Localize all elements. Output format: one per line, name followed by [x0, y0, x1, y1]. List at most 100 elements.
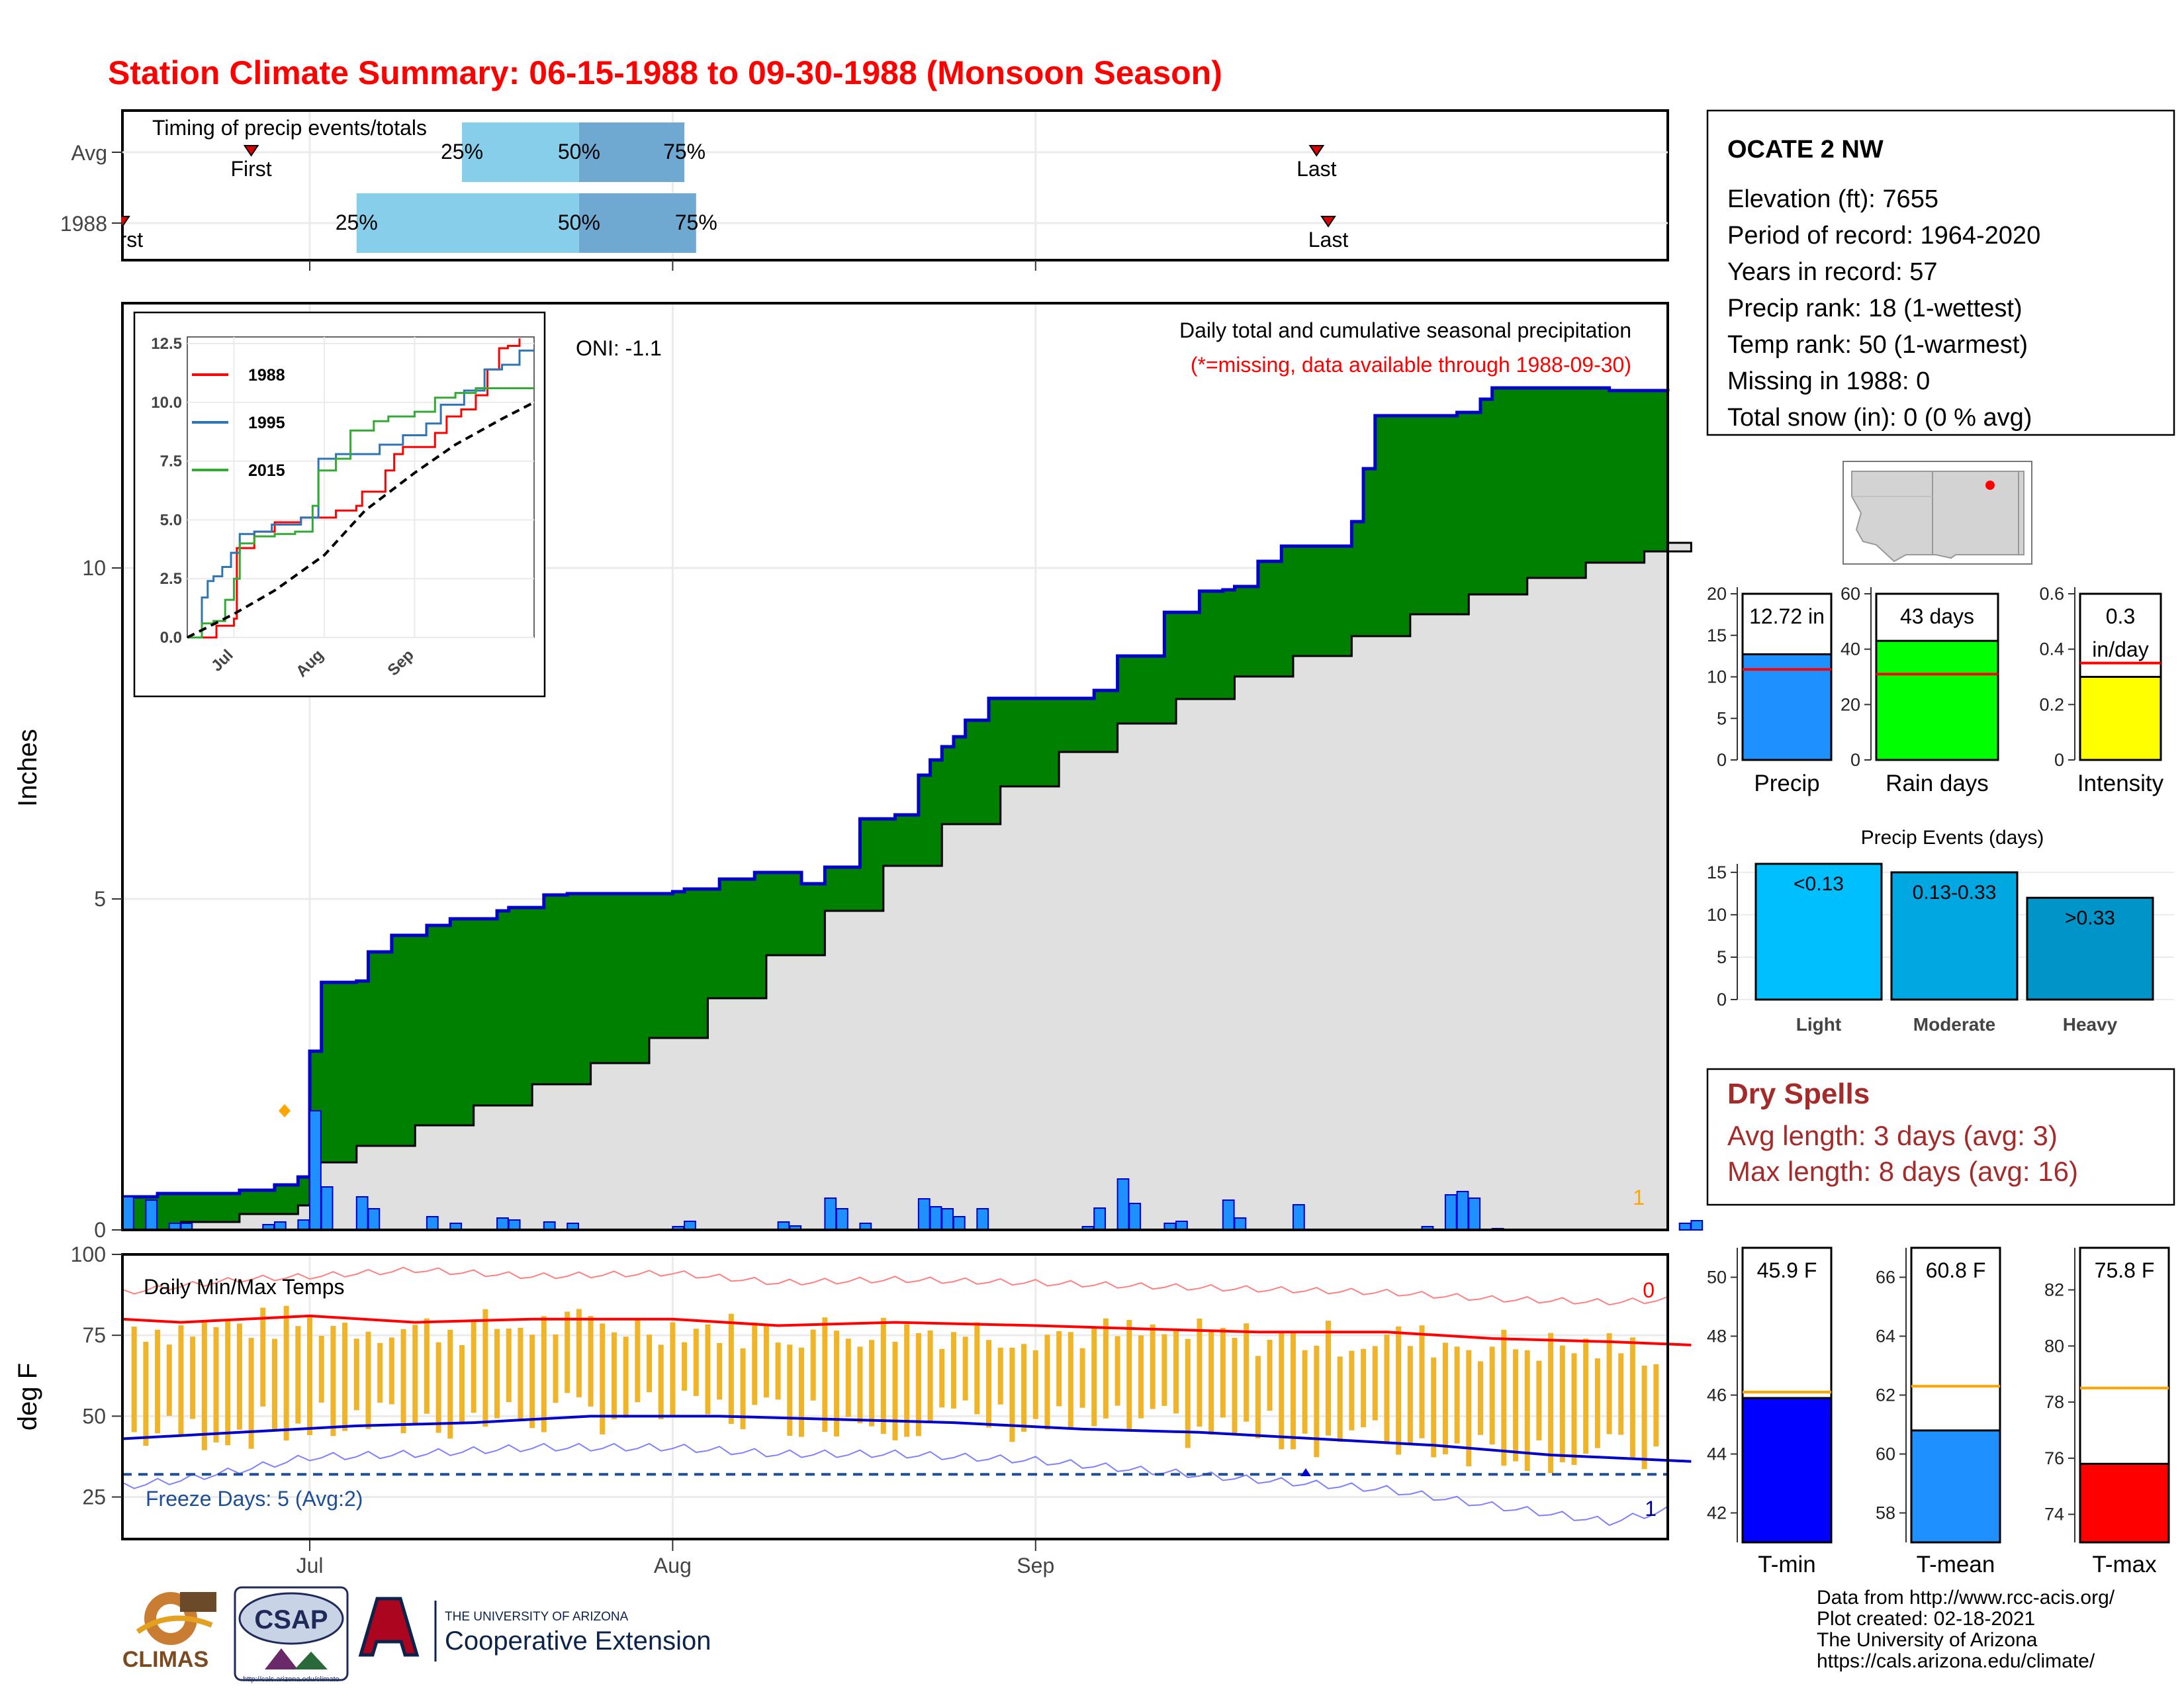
daily-precip-bar	[1292, 1204, 1305, 1231]
summary-chart-rain-days: 0 20 40 60 43 days Rain days	[1841, 584, 1999, 796]
daily-temp-bar	[834, 1331, 840, 1436]
inset-average-line	[187, 401, 535, 639]
daily-temp-bar	[225, 1319, 231, 1446]
daily-precip-bar	[1128, 1203, 1142, 1231]
footer-line-university: The University of Arizona	[1817, 1629, 2038, 1651]
daily-temp-bar	[1641, 1366, 1647, 1470]
daily-temp-bar	[658, 1344, 664, 1420]
daily-temp-bar	[424, 1318, 430, 1414]
timing-bar-50-75	[578, 193, 696, 253]
daily-temp-bar	[1302, 1350, 1308, 1434]
inset-series-1995	[187, 350, 534, 639]
daily-temp-bar	[670, 1322, 676, 1416]
climas-logo: CLIMAS	[122, 1592, 216, 1672]
station-line-snow: Total snow (in): 0 (0 % avg)	[1727, 404, 2032, 432]
summary-value-label: 12.72 in	[1749, 604, 1825, 628]
events-title: Precip Events (days)	[1861, 827, 2044, 849]
station-name: OCATE 2 NW	[1727, 136, 1884, 164]
daily-temp-bar	[459, 1344, 465, 1424]
daily-precip-bar	[426, 1216, 439, 1231]
daily-temp-bar	[1115, 1336, 1120, 1406]
summary-y-tick-label: 10	[1707, 667, 1727, 687]
ua-logo-bottom: Cooperative Extension	[445, 1626, 711, 1656]
daily-temp-bar	[236, 1323, 242, 1430]
daily-precip-bar	[929, 1206, 942, 1231]
first-marker-icon	[243, 145, 259, 157]
last-marker-icon	[1320, 216, 1336, 228]
daily-temp-bar	[143, 1342, 149, 1446]
daily-temp-bar	[950, 1332, 956, 1409]
daily-temp-bar	[1536, 1360, 1542, 1440]
daily-precip-bar	[1116, 1178, 1130, 1231]
daily-temp-bar	[1337, 1356, 1343, 1442]
events-y-tick-label: 0	[1717, 990, 1727, 1009]
daily-temp-bar	[717, 1342, 723, 1400]
temp-y-tick-label: 75	[82, 1323, 106, 1347]
temp-summary-y-tick-label: 80	[2044, 1336, 2064, 1356]
daily-precip-bar	[836, 1208, 848, 1231]
summary-category-label: Rain days	[1886, 771, 1989, 796]
summary-y-tick-label: 5	[1717, 708, 1727, 728]
daily-precip-bar	[309, 1110, 322, 1231]
summary-y-tick-label: 15	[1707, 626, 1727, 645]
daily-temp-bar	[1279, 1332, 1285, 1450]
temp-summary-y-tick-label: 60	[1876, 1444, 1895, 1464]
first-label: First	[230, 157, 271, 181]
daily-temp-bar	[178, 1325, 184, 1436]
precip-y-tick-label: 5	[94, 887, 106, 911]
summary-category-label: Precip	[1754, 771, 1819, 796]
summary-y-tick-label: 20	[1841, 694, 1860, 714]
events-bar-light	[1754, 863, 1883, 1001]
daily-temp-bar	[166, 1344, 172, 1416]
daily-temp-bar	[904, 1324, 910, 1437]
temp-summary-y-tick-label: 76	[2044, 1448, 2064, 1468]
daily-temp-bar	[1454, 1346, 1460, 1444]
missing-marker-icon	[279, 1104, 291, 1117]
daily-temp-bar	[1419, 1325, 1425, 1438]
temp-summary-y-tick-label: 48	[1707, 1327, 1727, 1346]
summary-y-tick-label: 0	[1717, 750, 1727, 770]
daily-temp-bar	[623, 1336, 629, 1418]
dry-spells-max: Max length: 8 days (avg: 16)	[1727, 1156, 2078, 1187]
daily-temp-bar	[1407, 1346, 1413, 1445]
daily-temp-bar	[1150, 1324, 1156, 1409]
daily-temp-bar	[1068, 1332, 1073, 1429]
daily-precip-bar	[1690, 1220, 1704, 1231]
summary-bar-charts: 0 5 10 15 20 12.72 in Precip 0 20 40 60 43 days Rain…	[1707, 584, 2164, 796]
temp-summary-category-label: T-max	[2092, 1552, 2157, 1577]
events-bar-label: <0.13	[1794, 873, 1844, 895]
temp-summary-y-tick-label: 58	[1876, 1503, 1895, 1523]
daily-precip-bar	[508, 1219, 521, 1231]
summary-y-tick-label: 60	[1841, 584, 1860, 604]
inset-y-tick-label: 5.0	[160, 511, 182, 529]
daily-temp-bar	[377, 1342, 383, 1403]
station-info-box: OCATE 2 NW Elevation (ft): 7655 Period o…	[1706, 109, 2175, 436]
temp-y-tick-label: 50	[82, 1404, 106, 1428]
timing-label-75: 75%	[675, 211, 717, 234]
timing-heading: Timing of precip events/totals	[152, 116, 427, 140]
daily-temp-bar	[1594, 1358, 1600, 1448]
daily-precip-bar	[122, 1196, 134, 1231]
inset-y-tick-label: 12.5	[151, 335, 182, 353]
record-max-line	[122, 1266, 1668, 1306]
daily-temp-bar	[541, 1316, 547, 1432]
dry-spells-box: Dry Spells Avg length: 3 days (avg: 3) M…	[1706, 1068, 2175, 1206]
daily-temp-bar	[857, 1346, 863, 1424]
daily-temp-bar	[740, 1348, 746, 1430]
daily-precip-bar	[355, 1196, 369, 1231]
daily-temp-bar	[1126, 1319, 1132, 1431]
summary-bar	[2079, 676, 2162, 761]
temp-summary-y-tick-label: 74	[2044, 1505, 2064, 1524]
date-tick-label: Sep	[1017, 1554, 1054, 1577]
climas-logo-text: CLIMAS	[122, 1647, 208, 1672]
daily-temp-bar	[482, 1309, 488, 1427]
daily-temp-bar	[283, 1305, 289, 1441]
daily-temp-bar	[1583, 1338, 1589, 1454]
dry-spells-avg: Avg length: 3 days (avg: 3)	[1727, 1120, 2058, 1151]
missing-count: 1	[1633, 1186, 1645, 1209]
daily-temp-bar	[400, 1329, 406, 1434]
daily-temp-bar	[1618, 1353, 1624, 1435]
events-bar-moderate	[1890, 871, 2019, 1001]
daily-temp-bar	[927, 1330, 933, 1423]
